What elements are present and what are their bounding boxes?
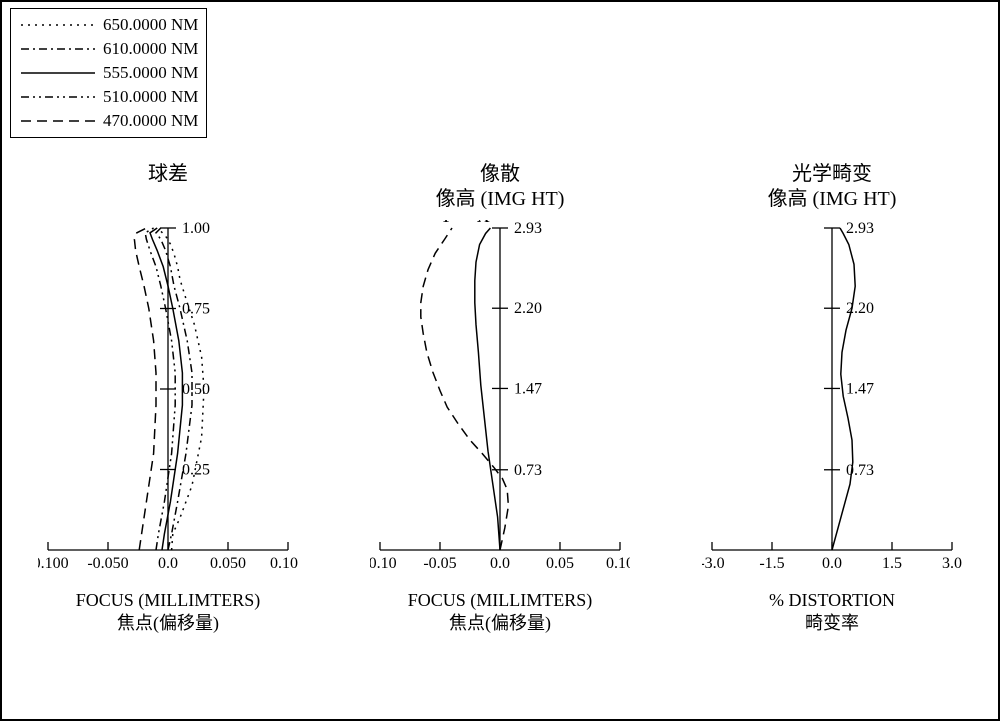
- svg-text:1.00: 1.00: [182, 220, 210, 237]
- legend-label: 610.0000 NM: [103, 39, 198, 59]
- svg-text:X: X: [477, 220, 490, 226]
- svg-text:0.75: 0.75: [182, 301, 210, 318]
- svg-text:-0.100: -0.100: [38, 555, 69, 572]
- svg-text:1.47: 1.47: [846, 380, 874, 397]
- svg-text:1.5: 1.5: [882, 555, 902, 572]
- svg-text:0.73: 0.73: [846, 462, 874, 479]
- svg-text:0.50: 0.50: [182, 381, 210, 398]
- plot-svg: -0.100 -0.050 0.0 0.050 0.100 0.25 0.50 0.75 1.0…: [38, 220, 298, 580]
- svg-text:0.25: 0.25: [182, 462, 210, 479]
- legend-row: 555.0000 NM: [19, 61, 198, 85]
- text-line: 焦点(偏移量): [408, 612, 593, 635]
- spherical-xlabel: FOCUS (MILLIMTERS)焦点(偏移量): [76, 589, 261, 634]
- plot-svg: -0.10 -0.05 0.0 0.05 0.10 0.73 1.47 2.20 2.93 Y X: [370, 220, 630, 580]
- text-line: 球差: [148, 162, 188, 187]
- legend-label: 555.0000 NM: [103, 63, 198, 83]
- astigmatism-xlabel: FOCUS (MILLIMTERS)焦点(偏移量): [408, 589, 593, 634]
- legend-label: 510.0000 NM: [103, 87, 198, 107]
- distortion-xlabel: % DISTORTION畸变率: [769, 589, 895, 634]
- legend-row: 650.0000 NM: [19, 13, 198, 37]
- text-line: 像高 (IMG HT): [768, 187, 897, 212]
- astigmatism-chart: 像散像高 (IMG HT) -0.10 -0.05 0.0 0.05 0.10 0.73 1…: [350, 162, 650, 634]
- legend-label: 470.0000 NM: [103, 111, 198, 131]
- legend-row: 610.0000 NM: [19, 37, 198, 61]
- spherical-chart: 球差 -0.100 -0.050 0.0 0.050 0.100 0.25 0.50 0.75…: [18, 162, 318, 634]
- legend-label: 650.0000 NM: [103, 15, 198, 35]
- astigmatism-plot: -0.10 -0.05 0.0 0.05 0.10 0.73 1.47 2.20 2.93 Y X: [370, 220, 630, 585]
- text-line: 像散: [436, 162, 565, 187]
- svg-text:-0.05: -0.05: [423, 555, 456, 572]
- spherical-plot: -0.100 -0.050 0.0 0.050 0.100 0.25 0.50 0.75 1.0…: [38, 220, 298, 585]
- astigmatism-title: 像散像高 (IMG HT): [436, 162, 565, 216]
- spherical-title: 球差: [148, 162, 188, 216]
- svg-text:-0.10: -0.10: [370, 555, 397, 572]
- legend-row: 510.0000 NM: [19, 85, 198, 109]
- svg-text:2.93: 2.93: [514, 220, 542, 237]
- svg-text:2.20: 2.20: [514, 300, 542, 317]
- distortion-title: 光学畸变像高 (IMG HT): [768, 162, 897, 216]
- svg-text:0.10: 0.10: [606, 555, 630, 572]
- svg-text:Y: Y: [440, 220, 453, 226]
- text-line: 像高 (IMG HT): [436, 187, 565, 212]
- svg-text:0.05: 0.05: [546, 555, 574, 572]
- svg-text:3.0: 3.0: [942, 555, 962, 572]
- distortion-plot: -3.0-1.50.01.53.00.731.472.202.93: [702, 220, 962, 585]
- text-line: 光学畸变: [768, 162, 897, 187]
- distortion-chart: 光学畸变像高 (IMG HT) -3.0 -1.5 0.0 1.5 3.0 0.73 1.4…: [682, 162, 982, 634]
- plot-svg: -3.0-1.50.01.53.00.731.472.202.93: [702, 220, 962, 580]
- svg-text:0.0: 0.0: [158, 555, 178, 572]
- svg-text:-1.5: -1.5: [759, 555, 784, 572]
- text-line: % DISTORTION: [769, 589, 895, 612]
- legend-box: 650.0000 NM 610.0000 NM 555.0000 NM 510.000…: [10, 8, 207, 138]
- text-line: FOCUS (MILLIMTERS): [408, 589, 593, 612]
- svg-text:0.73: 0.73: [514, 462, 542, 479]
- charts-row: 球差 -0.100 -0.050 0.0 0.050 0.100 0.25 0.50 0.75…: [2, 162, 998, 711]
- svg-text:0.0: 0.0: [822, 555, 842, 572]
- text-line: 畸变率: [769, 612, 895, 635]
- figure-frame: 650.0000 NM 610.0000 NM 555.0000 NM 510.000…: [0, 0, 1000, 721]
- svg-text:1.47: 1.47: [514, 380, 542, 397]
- svg-text:0.0: 0.0: [490, 555, 510, 572]
- svg-text:0.100: 0.100: [270, 555, 298, 572]
- text-line: FOCUS (MILLIMTERS): [76, 589, 261, 612]
- svg-text:-0.050: -0.050: [87, 555, 128, 572]
- curve: [134, 228, 156, 550]
- legend-row: 470.0000 NM: [19, 109, 198, 133]
- svg-text:-3.0: -3.0: [702, 555, 725, 572]
- svg-text:2.93: 2.93: [846, 220, 874, 237]
- text-line: 焦点(偏移量): [76, 612, 261, 635]
- svg-text:0.050: 0.050: [210, 555, 246, 572]
